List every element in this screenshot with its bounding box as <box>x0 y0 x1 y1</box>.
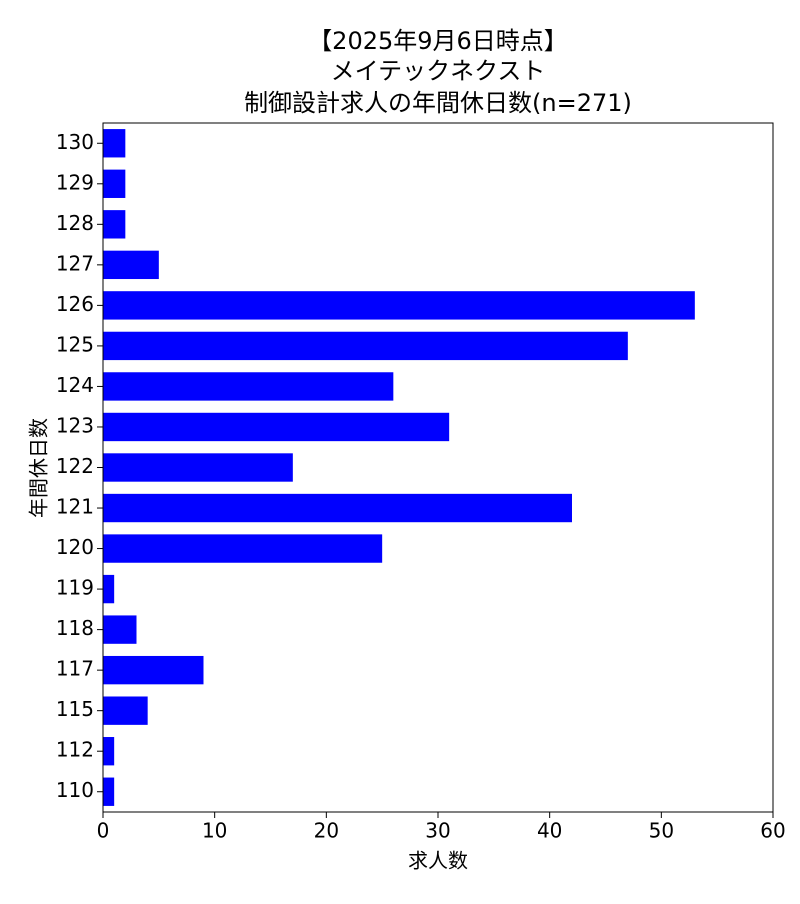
x-axis-label: 求人数 <box>408 849 468 873</box>
bar <box>103 372 394 401</box>
y-tick-label: 115 <box>56 697 94 721</box>
y-axis-label: 年間休日数 <box>27 418 51 518</box>
bar <box>103 737 115 766</box>
y-tick-label: 130 <box>56 130 94 154</box>
y-tick-label: 117 <box>56 657 94 681</box>
y-tick-label: 121 <box>56 495 94 519</box>
y-tick-label: 128 <box>56 211 94 235</box>
plot-frame <box>102 122 774 813</box>
bar <box>103 453 293 482</box>
bar <box>103 574 115 604</box>
y-tick-label: 110 <box>56 778 94 802</box>
bar <box>103 655 204 685</box>
y-tick-label: 124 <box>56 373 94 397</box>
chart-title: メイテックネクスト <box>331 57 546 85</box>
x-tick-label: 40 <box>537 819 562 843</box>
x-tick-label: 60 <box>760 819 785 843</box>
bar <box>103 493 572 523</box>
y-tick-label: 118 <box>56 616 94 640</box>
bar <box>103 696 148 725</box>
bar <box>103 250 159 280</box>
bar <box>103 291 695 320</box>
x-tick-label: 50 <box>649 819 674 843</box>
bar <box>103 534 383 563</box>
y-tick-label: 127 <box>56 251 94 275</box>
bar <box>103 210 126 239</box>
chart-title: 制御設計求人の年間休日数(n=271) <box>244 89 632 117</box>
bar <box>103 412 450 442</box>
y-tick-label: 126 <box>56 292 94 316</box>
x-tick-label: 30 <box>425 819 450 843</box>
bar <box>103 169 126 198</box>
chart-title: 【2025年9月6日時点】 <box>308 27 568 55</box>
x-tick-label: 20 <box>314 819 339 843</box>
y-tick-label: 125 <box>56 332 94 356</box>
bar <box>103 331 628 361</box>
y-tick-label: 120 <box>56 535 94 559</box>
y-tick-label: 122 <box>56 454 94 478</box>
x-tick-label: 0 <box>97 819 110 843</box>
bar <box>103 615 137 644</box>
bar <box>103 129 126 158</box>
bar <box>103 777 115 806</box>
y-tick-label: 119 <box>56 576 94 600</box>
x-tick-label: 10 <box>202 819 227 843</box>
y-tick-label: 123 <box>56 413 94 437</box>
y-tick-label: 112 <box>56 738 94 762</box>
y-tick-label: 129 <box>56 170 94 194</box>
